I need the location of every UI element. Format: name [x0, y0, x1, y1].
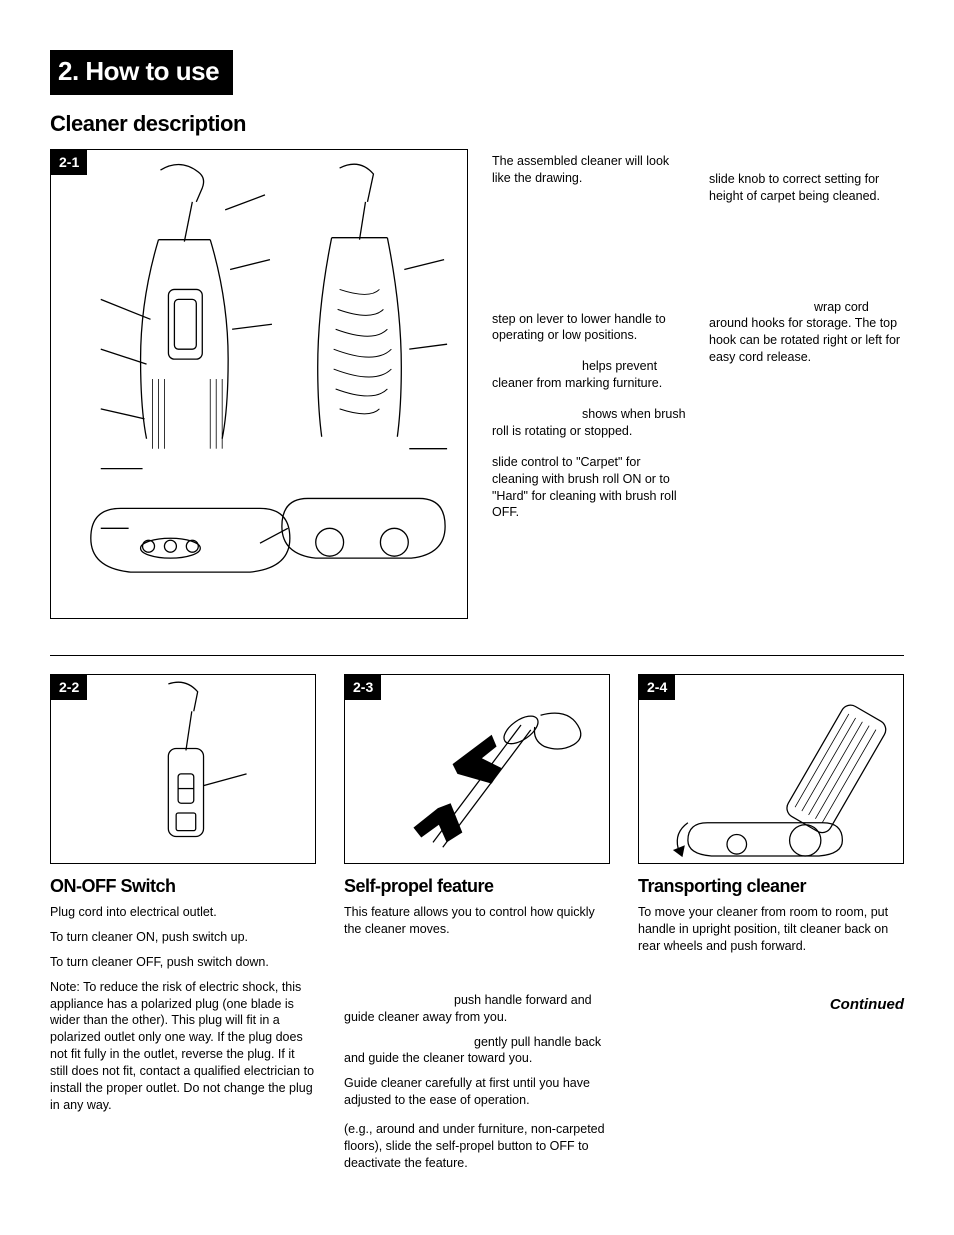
top-row: 2-1: [50, 149, 904, 619]
selfpropel-back: gently pull handle back and guide the cl…: [344, 1034, 610, 1068]
desc-indicator: shows when brush roll is rotating or sto…: [492, 406, 687, 440]
desc-cord: wrap cord around hooks for storage. The …: [709, 299, 904, 367]
desc-floor: slide control to "Carpet" for cleaning w…: [492, 454, 687, 522]
figure-2-1: 2-1: [50, 149, 468, 619]
onoff-p2: To turn cleaner ON, push switch up.: [50, 929, 316, 946]
selfpropel-guide: Guide cleaner carefully at first until y…: [344, 1075, 610, 1109]
desc-col-right: slide knob to correct setting for height…: [709, 153, 904, 536]
figure-badge: 2-1: [51, 150, 87, 175]
onoff-switch-drawing-icon: [51, 675, 315, 863]
divider: [50, 655, 904, 656]
desc-intro: The assembled cleaner will look like the…: [492, 153, 687, 187]
figure-2-2: 2-2: [50, 674, 316, 864]
figure-2-4: 2-4: [638, 674, 904, 864]
vacuum-drawing-icon: [51, 150, 467, 618]
transport-drawing-icon: [639, 675, 903, 863]
transport-body: To move your cleaner from room to room, …: [638, 904, 904, 955]
col-onoff: 2-2 ON-OFF Switch Plug cord into electri…: [50, 674, 316, 1180]
subsection-title: Cleaner description: [50, 109, 904, 139]
transport-heading: Transporting cleaner: [638, 874, 904, 898]
selfpropel-drawing-icon: [345, 675, 609, 863]
desc-height: slide knob to correct setting for height…: [709, 171, 904, 205]
section-title: 2. How to use: [50, 50, 233, 95]
onoff-p3: To turn cleaner OFF, push switch down.: [50, 954, 316, 971]
onoff-p1: Plug cord into electrical outlet.: [50, 904, 316, 921]
selfpropel-intro: This feature allows you to control how q…: [344, 904, 610, 938]
col-selfpropel: 2-3 Self-propel feature This: [344, 674, 610, 1180]
selfpropel-heading: Self-propel feature: [344, 874, 610, 898]
description-columns: The assembled cleaner will look like the…: [492, 149, 904, 536]
continued-label: Continued: [638, 995, 904, 1015]
figure-2-3: 2-3: [344, 674, 610, 864]
desc-bumper: helps prevent cleaner from marking furni…: [492, 358, 687, 392]
desc-col-left: The assembled cleaner will look like the…: [492, 153, 687, 536]
figure-badge: 2-4: [639, 675, 675, 700]
figure-badge: 2-2: [51, 675, 87, 700]
figure-badge: 2-3: [345, 675, 381, 700]
desc-lever: step on lever to lower handle to operati…: [492, 311, 687, 345]
selfpropel-fwd: push handle forward and guide cleaner aw…: [344, 992, 610, 1026]
bottom-row: 2-2 ON-OFF Switch Plug cord into electri…: [50, 674, 904, 1180]
onoff-note: Note: To reduce the risk of electric sho…: [50, 979, 316, 1114]
selfpropel-tight: (e.g., around and under furniture, non-c…: [344, 1121, 610, 1172]
onoff-heading: ON-OFF Switch: [50, 874, 316, 898]
col-transport: 2-4: [638, 674, 904, 1180]
